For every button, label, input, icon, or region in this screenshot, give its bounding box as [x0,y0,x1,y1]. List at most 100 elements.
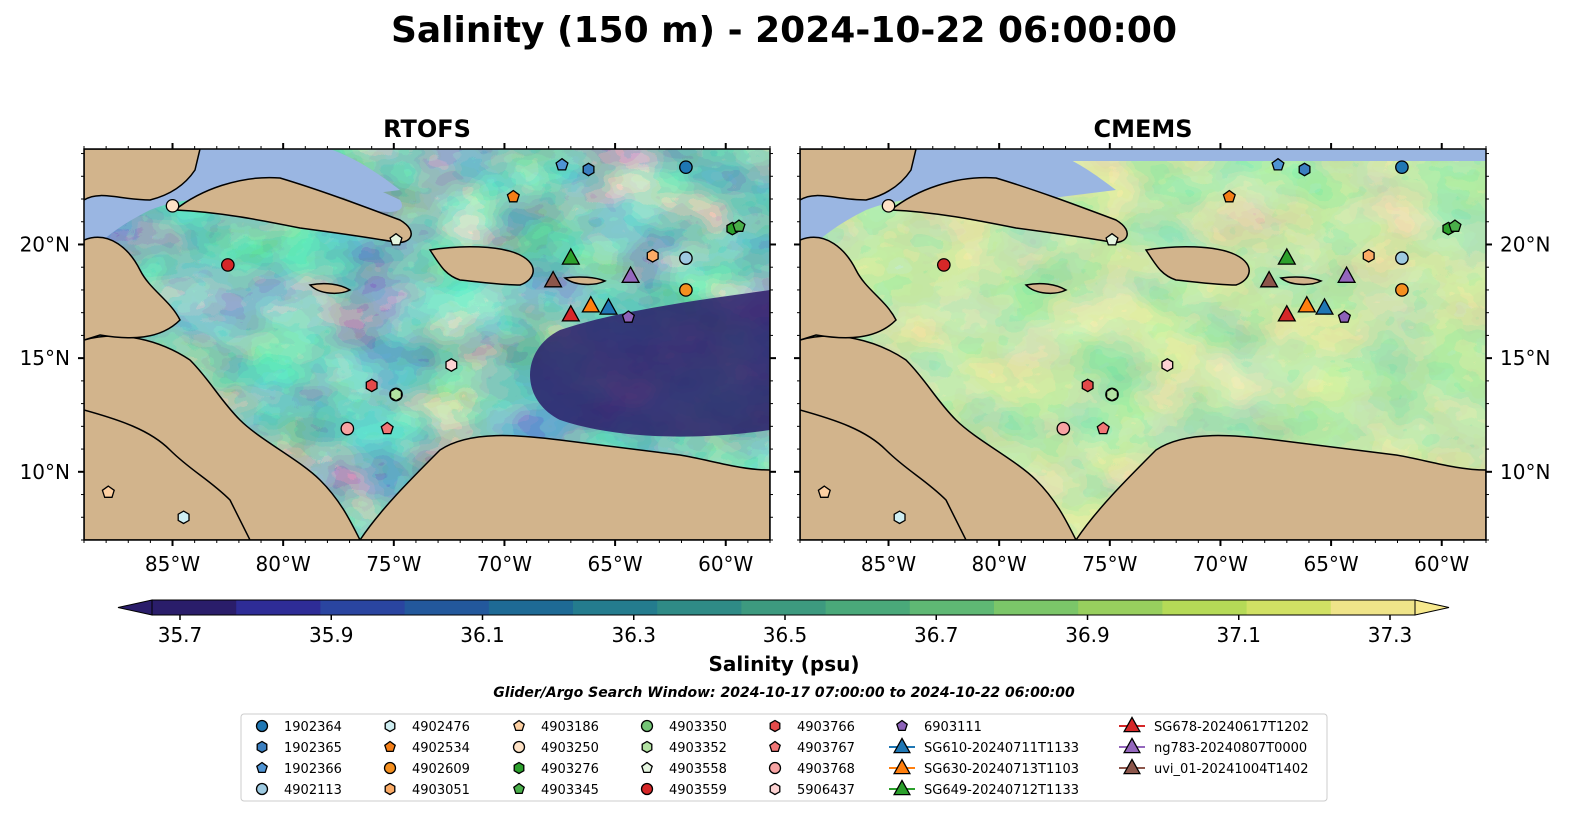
cmems-marker-SG649-20240712T1133 [1277,247,1297,265]
cmems-marker-4903051 [1362,248,1375,263]
legend-label: 4903051 [412,783,470,798]
land-puerto-rico-right [1279,276,1323,286]
legend-marker-1902366 [256,761,268,774]
colorbar-frame [151,599,1416,616]
legend-marker-4903559 [640,782,654,796]
land-puerto-rico [563,276,607,286]
x-tick-label: 75°W [366,552,421,576]
legend-label: 4902534 [412,741,470,756]
rtofs-marker-SG649-20240712T1133 [561,247,581,265]
legend-label: SG649-20240712T1133 [924,783,1079,798]
land-jamaica-right [1024,282,1068,295]
rtofs-marker-4902534 [506,189,520,203]
cmems-marker-4903345 [1448,219,1462,232]
cmems-marker-4902113 [1395,251,1409,265]
cmems-axis-ticks: 85°W 80°W 75°W 70°W 65°W 60°W 10°N 15°N 20°N [794,143,1550,576]
legend-label: SG610-20240711T1133 [924,741,1079,756]
cmems-marker-4902476 [893,510,906,525]
cmems-marker-4903767 [1096,421,1110,435]
legend-marker-4903276 [513,761,525,775]
rtofs-marker-4903768 [340,421,355,436]
colorbar-segment [320,600,406,615]
legend-label: ng783-20240807T0000 [1154,741,1307,756]
legend-marker-1902365 [256,740,268,754]
cmems-marker-4902534 [1222,189,1236,203]
legend-marker-4903767 [769,740,781,753]
rtofs-marker-4902476 [177,510,190,525]
legend-label: 4902113 [284,783,342,798]
y-tick-label: 20°N [20,232,70,256]
land-south-america-right [1075,434,1486,540]
low-salinity-east [530,290,770,437]
cmems-marker-4903186 [817,485,831,498]
legend-marker-4903345 [513,782,525,795]
cmems-marker-4903250 [881,198,896,213]
legend-label: 1902366 [284,762,342,777]
legend-marker-1902364 [255,719,269,733]
rtofs-marker-4902609 [679,283,693,297]
rtofs-marker-5906437 [445,358,458,372]
colorbar-segment [994,600,1079,615]
rtofs-map-frame [83,148,771,541]
rtofs-marker-4903250 [165,198,180,213]
shelf-mask-bahamas [290,160,402,212]
colorbar-segment [741,600,827,615]
colorbar-tick-label: 36.7 [914,623,959,647]
legend-label: SG630-20240713T1103 [924,762,1079,777]
cmems-marker-1902366 [1271,157,1285,171]
x-tick-label: 65°W [587,552,642,576]
legend-label: 4903276 [541,762,599,777]
colorbar-tick-label: 36.5 [763,623,808,647]
rtofs-map-panel: RTOFS 85°W 80°W 75°W 70°W 65°W 60°W 10°N 15°N 20… [20,115,776,576]
legend-marker-uvi_01-20241004T1402 [1122,758,1142,775]
colorbar-tick-label: 36.3 [611,623,656,647]
colorbar-tick-label: 36.9 [1065,623,1110,647]
land-cuba [172,176,412,244]
cmems-marker-6903111 [1337,310,1352,323]
cmems-marker-4903766 [1081,378,1094,393]
land-south-america [359,434,770,540]
legend-marker-4903558 [641,761,653,774]
x-tick-label: 80°W [256,552,311,576]
cmems-marker-4902609 [1395,283,1409,297]
cmems-marker-1902365 [1298,162,1311,177]
colorbar-tick-label: 35.9 [309,623,354,647]
x-tick-label: 60°W [1414,552,1469,576]
colorbar-tick-label: 37.3 [1368,623,1413,647]
cmems-marker-SG610-20240711T1133 [1314,297,1335,315]
colorbar-segment [909,600,995,615]
x-tick-label: 70°W [1193,552,1248,576]
legend-label: 4903250 [541,741,599,756]
rtofs-marker-1902365 [582,162,595,177]
cmems-marker-4903558 [1105,232,1119,246]
search-window-text: Glider/Argo Search Window: 2024-10-17 07… [493,685,1075,701]
colorbar-segment [657,600,742,615]
legend-marker-6903111 [896,719,908,732]
legend-frame [240,713,1328,802]
legend-marker-SG610-20240711T1133 [892,737,912,754]
legend-marker-4902534 [384,740,396,753]
colorbar-segment [236,600,321,615]
colorbar-segment [152,600,237,615]
colorbar-segment [1330,600,1416,615]
rtofs-marker-4903051 [646,248,659,263]
legend-label: 4903352 [669,741,727,756]
land-cuba-right [888,176,1128,244]
legend-marker-4903350 [640,719,654,733]
x-tick-label: 80°W [972,552,1027,576]
rtofs-marker-1902366 [555,157,569,171]
y-tick-label: 15°N [20,346,70,370]
land-florida-right [800,149,917,201]
legend-label: 4903345 [541,783,599,798]
legend-marker-4903051 [384,782,396,796]
x-tick-label: 85°W [145,552,200,576]
legend-label: 4903766 [797,720,855,735]
legend-marker-ng783-20240807T0000 [1122,737,1142,754]
colorbar-tick-label: 37.1 [1216,623,1261,647]
land-hispaniola-right [1144,245,1250,286]
rtofs-axis-ticks: 85°W 80°W 75°W 70°W 65°W 60°W 10°N 15°N 20°N [20,143,776,576]
legend-marker-SG649-20240712T1133 [892,779,912,796]
legend-marker-4903768 [768,761,782,775]
legend-label: 4903350 [669,720,727,735]
